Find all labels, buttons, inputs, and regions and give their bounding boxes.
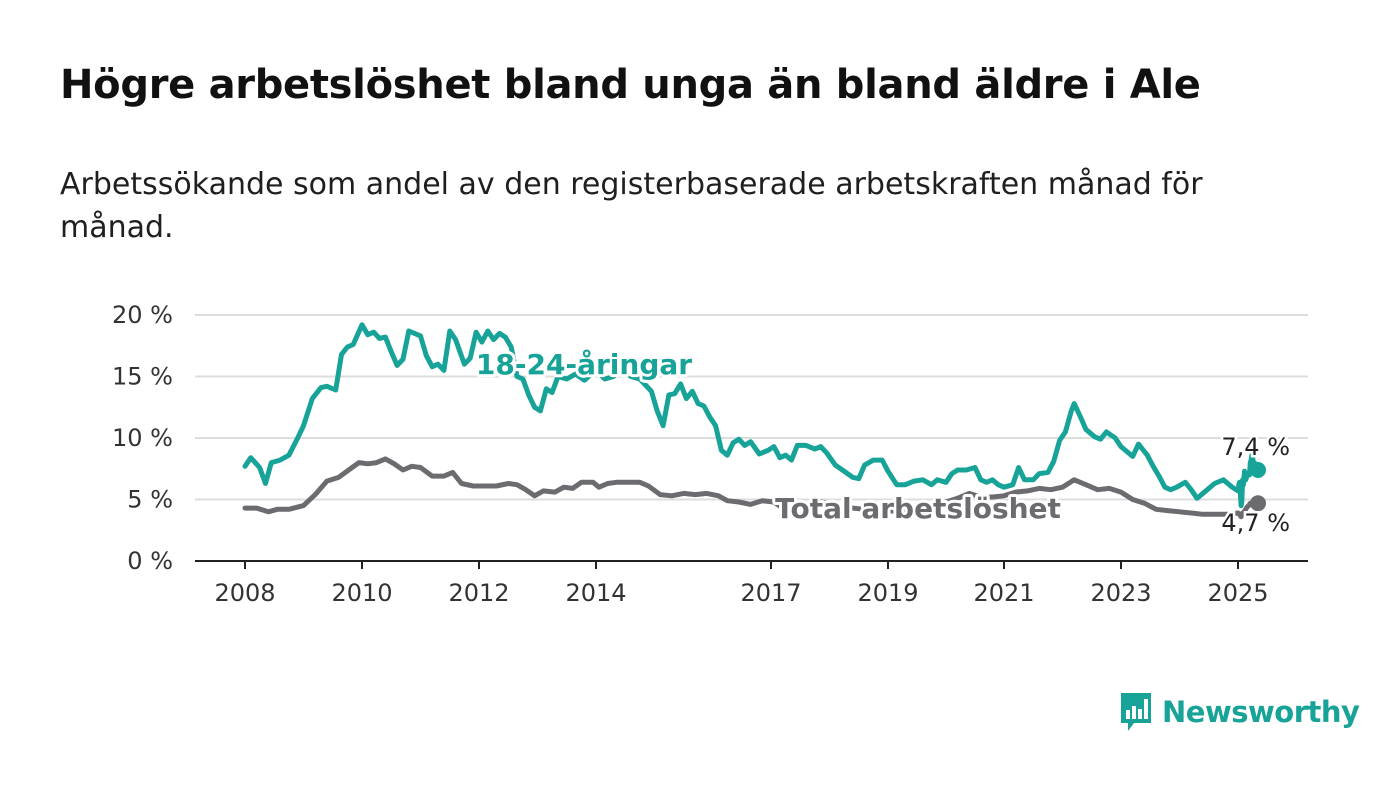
series-label-youth: 18-24-åringar [476, 348, 692, 381]
x-tick-label: 2025 [1207, 579, 1268, 607]
x-tick-label: 2021 [973, 579, 1034, 607]
y-axis-ticks: 20 % 15 % 10 % 5 % 0 % [112, 301, 173, 575]
series-labels: 18-24-åringar Total arbetslöshet 7,4 % 4,7 … [473, 345, 1293, 540]
y-tick-label: 15 % [112, 363, 173, 391]
x-axis-ticks: 2008 2010 2012 2014 2017 2019 2021 2023 2025 [214, 561, 1269, 607]
end-value-total: 4,7 % [1221, 509, 1290, 537]
x-tick-label: 2014 [565, 579, 626, 607]
end-value-youth: 7,4 % [1221, 433, 1290, 461]
brand-name: Newsworthy [1162, 695, 1360, 729]
chart-title: Högre arbetslöshet bland unga än bland ä… [60, 62, 1201, 108]
x-tick-label: 2017 [740, 579, 801, 607]
chart-subtitle: Arbetssökande som andel av den registerb… [60, 167, 1203, 245]
y-tick-label: 5 % [127, 486, 173, 514]
series-line [242, 456, 1261, 520]
series-end-marker [1250, 495, 1266, 512]
series-label-total: Total arbetslöshet [775, 492, 1061, 525]
gridlines [195, 314, 1308, 562]
series-line [242, 322, 1261, 509]
x-tick-label: 2010 [331, 579, 392, 607]
y-tick-label: 10 % [112, 424, 173, 452]
newsworthy-logo[interactable]: Newsworthy [1118, 690, 1360, 734]
x-tick-label: 2008 [214, 579, 275, 607]
x-tick-label: 2012 [448, 579, 509, 607]
x-tick-label: 2023 [1090, 579, 1151, 607]
x-tick-label: 2019 [857, 579, 918, 607]
y-tick-label: 0 % [127, 547, 173, 575]
y-tick-label: 20 % [112, 301, 173, 329]
series-lines [242, 322, 1266, 520]
series-end-marker [1250, 461, 1266, 478]
bar-chart-bubble-icon [1121, 693, 1151, 731]
